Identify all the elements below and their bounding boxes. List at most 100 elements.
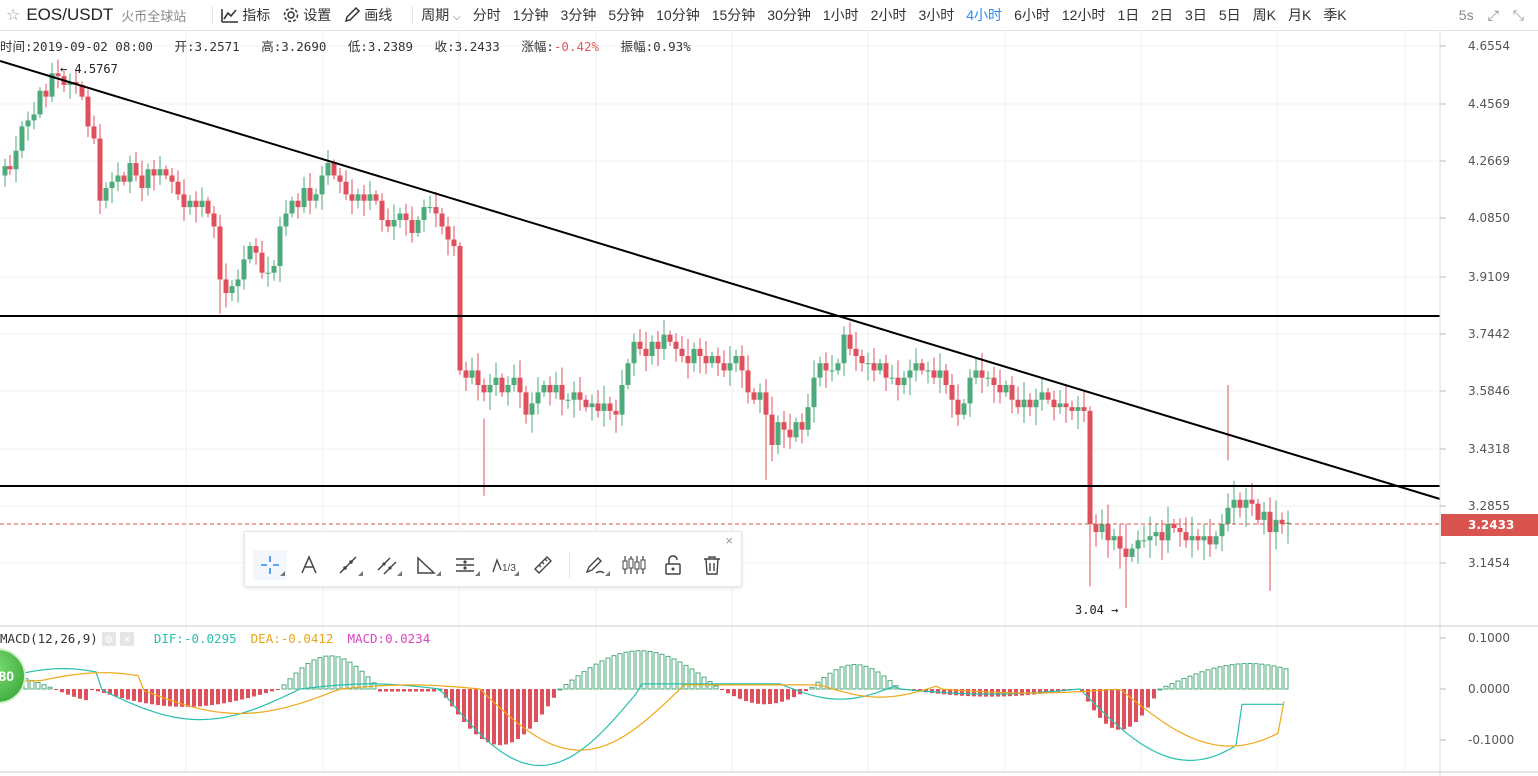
candle — [379, 193, 385, 232]
candle — [589, 394, 595, 421]
candle — [739, 345, 745, 388]
period-19[interactable]: 季K — [1323, 7, 1347, 23]
macd-bar — [396, 689, 400, 692]
crosshair-tool[interactable] — [253, 550, 287, 580]
candle — [949, 374, 955, 418]
period-3[interactable]: 5分钟 — [608, 7, 645, 23]
macd-bar — [720, 689, 724, 691]
delete-tool[interactable] — [695, 550, 729, 580]
candles-icon — [622, 556, 646, 574]
period-16[interactable]: 5日 — [1218, 7, 1241, 23]
text-tool[interactable] — [292, 550, 326, 580]
descending-trendline[interactable] — [0, 60, 1441, 500]
triangle-tool[interactable] — [409, 550, 443, 580]
settings-button[interactable]: 设置 — [282, 5, 331, 25]
ruler-tool[interactable] — [526, 550, 560, 580]
wave-tool[interactable]: 1/3 — [487, 550, 521, 580]
period-dropdown[interactable]: 周期 ⌵ — [421, 7, 461, 23]
candle — [517, 360, 523, 408]
macd-bar — [893, 685, 899, 690]
macd-bar — [138, 689, 142, 703]
lock-tool[interactable] — [656, 550, 690, 580]
candle — [139, 160, 145, 202]
macd-bar — [498, 689, 502, 746]
macd-bar — [809, 686, 815, 690]
macd-bar — [1157, 688, 1163, 691]
period-10[interactable]: 4小时 — [966, 7, 1003, 23]
text-icon — [301, 555, 317, 574]
price-axis-label: 4.6554 — [1468, 39, 1510, 53]
period-14[interactable]: 2日 — [1151, 7, 1174, 23]
collapse-icon[interactable]: ⤡ — [1512, 6, 1524, 23]
macd-bar — [713, 685, 719, 690]
macd-bar — [1259, 663, 1265, 690]
period-0[interactable]: 分时 — [472, 7, 501, 23]
candle — [67, 73, 73, 99]
macd-legend: MACD(12,26,9) ⚙ × DIF:-0.0295 DEA:-0.041… — [0, 631, 430, 646]
price-axis-label: 3.5846 — [1468, 384, 1510, 398]
candle — [385, 208, 391, 233]
brush-tool[interactable] — [578, 550, 612, 580]
macd-bar — [972, 689, 976, 697]
period-1[interactable]: 1分钟 — [512, 7, 549, 23]
macd-bar — [174, 689, 178, 707]
period-6[interactable]: 30分钟 — [767, 7, 811, 23]
period-15[interactable]: 3日 — [1185, 7, 1207, 23]
macd-settings-icon[interactable]: ⚙ — [101, 631, 116, 646]
candle — [451, 225, 457, 257]
macd-close-icon[interactable]: × — [119, 631, 134, 646]
macd-bar — [593, 663, 599, 690]
period-8[interactable]: 2小时 — [870, 7, 907, 23]
brush-icon — [585, 557, 605, 574]
period-12[interactable]: 12小时 — [1061, 7, 1106, 23]
divider — [412, 6, 414, 24]
period-7[interactable]: 1小时 — [822, 7, 859, 23]
macd-bar — [792, 689, 796, 698]
macd-bar — [1128, 689, 1132, 727]
candle — [493, 362, 499, 397]
star-icon[interactable]: ☆ — [6, 7, 21, 24]
candle — [205, 196, 211, 218]
channel-tool[interactable] — [370, 550, 404, 580]
macd-bar — [804, 689, 808, 692]
refresh-interval[interactable]: 5s — [1458, 7, 1474, 23]
macd-bar — [390, 689, 394, 692]
macd-bar — [384, 689, 388, 692]
macd-bar — [629, 650, 635, 690]
expand-icon[interactable]: ⤢ — [1487, 6, 1499, 23]
period-9[interactable]: 3小时 — [918, 7, 955, 23]
macd-bar — [329, 655, 335, 690]
candle — [103, 182, 109, 209]
fib-tool[interactable] — [448, 550, 482, 580]
macd-bar — [774, 689, 778, 704]
draw-button[interactable]: 画线 — [343, 5, 392, 25]
candle — [115, 162, 121, 192]
user-drawn-lines[interactable] — [0, 60, 1441, 525]
macd-bar — [444, 689, 448, 698]
macd-bar — [258, 689, 262, 695]
candle — [1177, 518, 1183, 547]
macd-bar — [780, 689, 784, 702]
macd-bar — [990, 689, 994, 697]
candle — [1159, 519, 1165, 561]
period-5[interactable]: 15分钟 — [711, 7, 756, 23]
period-11[interactable]: 6小时 — [1014, 7, 1050, 23]
candle — [1015, 386, 1021, 414]
candle — [1189, 516, 1195, 558]
indicator-button[interactable]: 指标 — [221, 5, 270, 25]
period-17[interactable]: 周K — [1252, 7, 1276, 23]
period-13[interactable]: 1日 — [1117, 7, 1140, 23]
symbol-pair[interactable]: EOS/USDT — [26, 5, 114, 24]
period-4[interactable]: 10分钟 — [656, 7, 700, 23]
macd-bar — [1116, 689, 1120, 730]
period-2[interactable]: 3分钟 — [560, 7, 597, 23]
candle — [229, 280, 235, 302]
macd-bar — [54, 689, 58, 690]
candle — [937, 353, 943, 394]
show-candles-tool[interactable] — [617, 550, 651, 580]
parallel-channel-icon — [377, 557, 397, 575]
close-icon[interactable]: × — [725, 533, 733, 548]
period-18[interactable]: 月K — [1287, 7, 1312, 23]
trendline-tool[interactable] — [331, 550, 365, 580]
